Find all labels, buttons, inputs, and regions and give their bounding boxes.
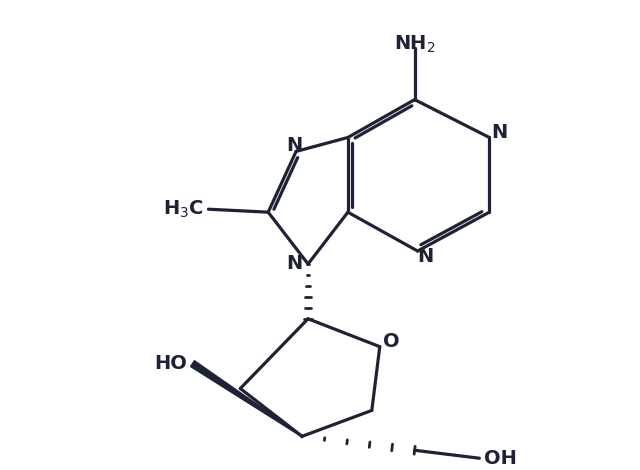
Text: OH: OH [484, 449, 517, 468]
Text: HO: HO [155, 354, 188, 373]
Text: H$_3$C: H$_3$C [163, 198, 204, 220]
Text: NH$_2$: NH$_2$ [394, 34, 435, 55]
Text: N: N [286, 136, 302, 155]
Text: N: N [417, 247, 434, 266]
Text: N: N [491, 123, 508, 142]
Polygon shape [191, 360, 302, 437]
Text: N: N [286, 254, 302, 274]
Text: O: O [383, 332, 400, 351]
